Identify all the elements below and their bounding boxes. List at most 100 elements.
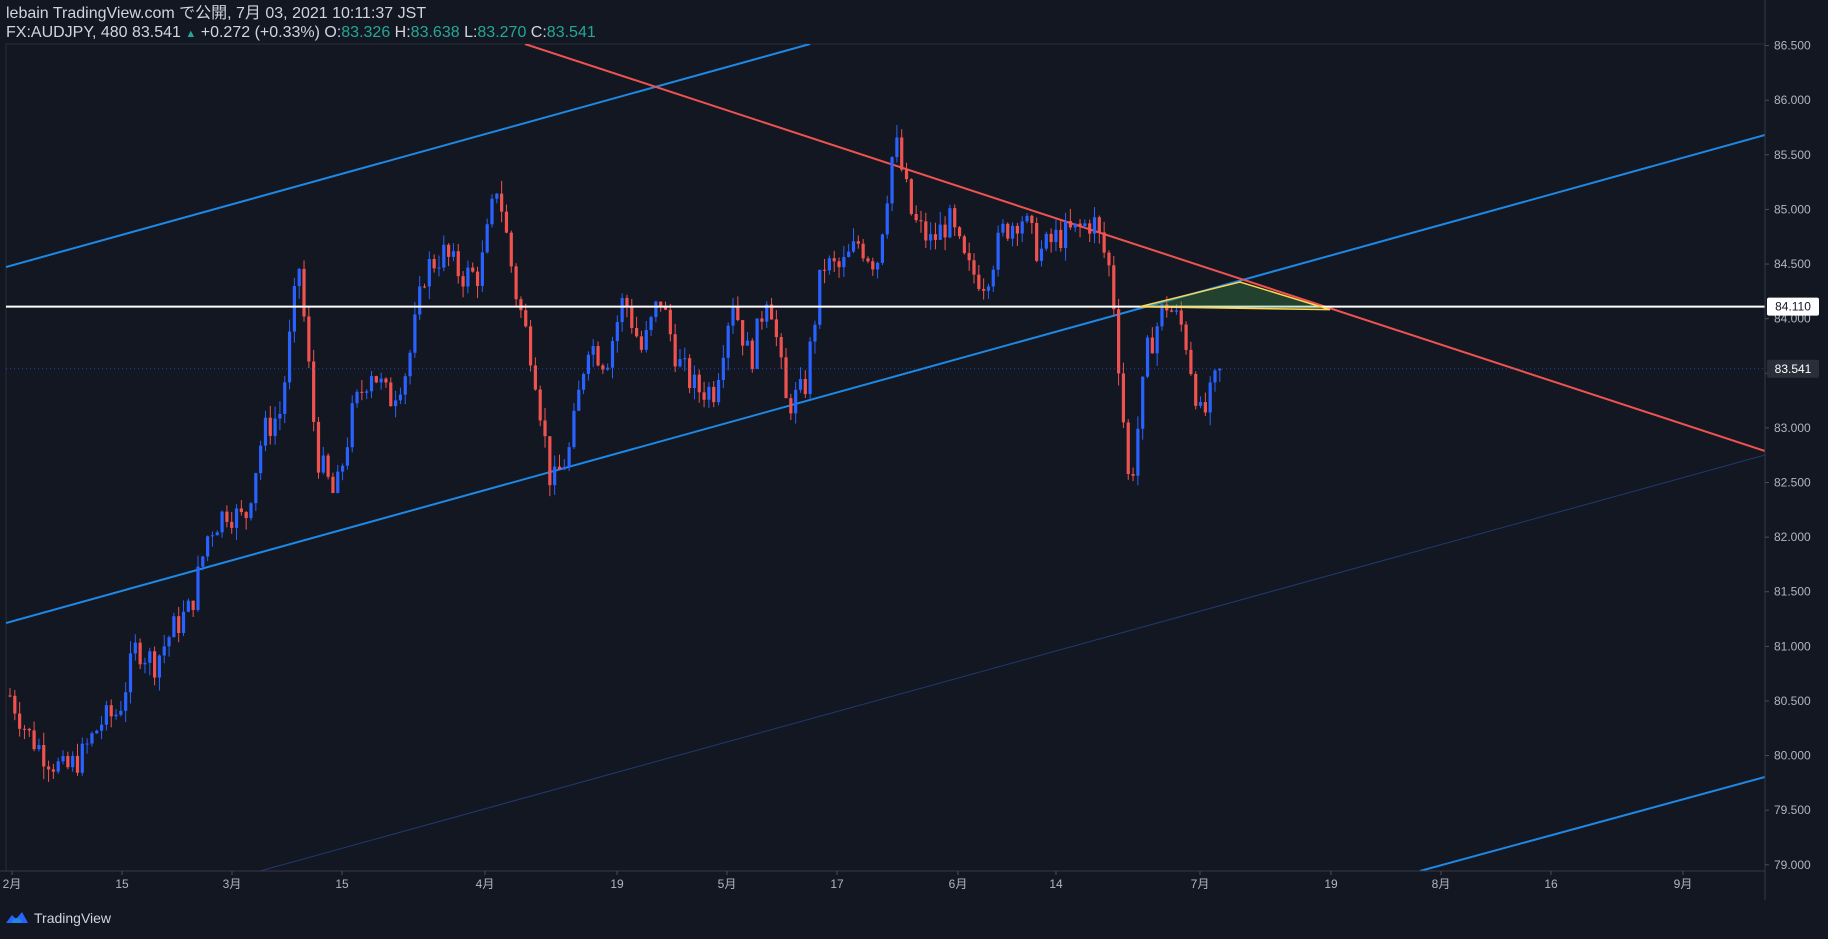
candle-body (379, 378, 383, 383)
candle-body (201, 556, 205, 567)
candle-body (1174, 310, 1179, 312)
candle-body (1160, 304, 1164, 327)
candle-body (683, 358, 687, 360)
candle-body (1208, 382, 1212, 413)
candle-body (924, 221, 928, 241)
last-price-label: 83.541 (1775, 362, 1812, 376)
candle-body (384, 378, 388, 383)
candle-body (591, 346, 595, 355)
symbol-label[interactable]: FX:AUDJPY, 480 (6, 24, 128, 41)
y-tick-label: 84.500 (1774, 257, 1811, 271)
candle-body (321, 455, 325, 473)
candle-body (297, 268, 301, 287)
candle-body (1189, 349, 1193, 375)
faint-parallel-line (259, 454, 1765, 871)
candle-body (104, 705, 108, 725)
candle-body (832, 258, 836, 262)
candle-body (312, 361, 316, 422)
candle-body (66, 756, 70, 768)
candle-body (1092, 217, 1097, 234)
candle-body (789, 398, 793, 414)
candle-body (8, 695, 12, 697)
candle-body (822, 269, 827, 271)
candle-body (273, 418, 277, 436)
candle-body (90, 733, 94, 744)
publish-info: lebain TradingView.com で公開, 7月 03, 2021 … (6, 5, 427, 22)
horizontal-line-price-tag (1767, 297, 1819, 316)
candle-body (524, 310, 528, 327)
tradingview-logo-icon (6, 912, 28, 923)
candle-body (553, 466, 557, 486)
candle-body (977, 274, 981, 290)
candle-body (635, 328, 639, 337)
descending-resistance-line (524, 44, 1765, 452)
candle-body (765, 304, 769, 322)
x-tick-label: 9月 (1674, 877, 1693, 891)
candle-body (1035, 222, 1039, 261)
candle-body (688, 358, 692, 389)
candle-body (1088, 223, 1092, 234)
candle-body (779, 337, 783, 358)
candle-body (345, 447, 349, 466)
candle-body (1203, 402, 1207, 413)
candle-body (769, 304, 774, 320)
candle-body (249, 503, 253, 519)
candle-body (982, 289, 986, 291)
candle-body (1044, 233, 1048, 249)
candle-body (336, 471, 340, 493)
x-tick-label: 8月 (1432, 877, 1451, 891)
candle-body (514, 266, 518, 300)
y-tick-label: 86.000 (1774, 93, 1811, 107)
open-label: O: (324, 24, 342, 41)
candle-body (610, 341, 615, 368)
candle-body (606, 367, 610, 370)
candle-body (1218, 368, 1222, 371)
candle-body (914, 214, 918, 221)
candle-body (128, 653, 133, 693)
candle-body (1039, 248, 1044, 261)
last-price-tag (1767, 359, 1819, 378)
candle-body (234, 508, 239, 528)
candle-body (794, 389, 798, 414)
candle-body (885, 203, 889, 235)
candle-body (133, 642, 137, 654)
candle-body (1126, 422, 1130, 475)
candle-body (1141, 376, 1145, 429)
candle-body (480, 252, 484, 286)
candle-body (124, 692, 128, 711)
candle-body (172, 616, 176, 638)
candle-body (1078, 223, 1082, 227)
candle-body (418, 286, 422, 315)
candle-body (283, 382, 287, 414)
candle-body (813, 324, 817, 342)
candle-body (471, 267, 475, 272)
footer-brand[interactable]: TradingView (4, 910, 111, 926)
candle-body (32, 730, 36, 750)
candle-body (586, 354, 590, 374)
candle-body (162, 646, 166, 656)
ohlc-legend: FX:AUDJPY, 480 83.541 ▲ +0.272 (+0.33%) … (6, 23, 596, 44)
drawings-layer (6, 44, 1765, 871)
candle-body (114, 714, 118, 717)
y-tick-label: 79.500 (1774, 803, 1811, 817)
candle-body (774, 319, 778, 338)
candle-body (818, 269, 822, 325)
candle-body (543, 420, 547, 437)
candle-body (1049, 233, 1053, 243)
price-change: +0.272 (+0.33%) (200, 24, 320, 41)
candle-body (630, 307, 634, 329)
candle-body (1198, 402, 1203, 406)
candle-body (153, 651, 157, 678)
candle-body (157, 655, 162, 678)
x-tick-label: 2月 (3, 877, 22, 891)
candle-body (673, 334, 677, 367)
candle-body (1102, 232, 1106, 253)
candle-body (413, 314, 417, 353)
candle-body (581, 373, 586, 390)
plot-frame (5, 43, 1766, 872)
candle-body (1073, 223, 1077, 228)
candle-body (861, 243, 865, 259)
candle-body (900, 137, 904, 170)
candle-body (1121, 373, 1126, 423)
